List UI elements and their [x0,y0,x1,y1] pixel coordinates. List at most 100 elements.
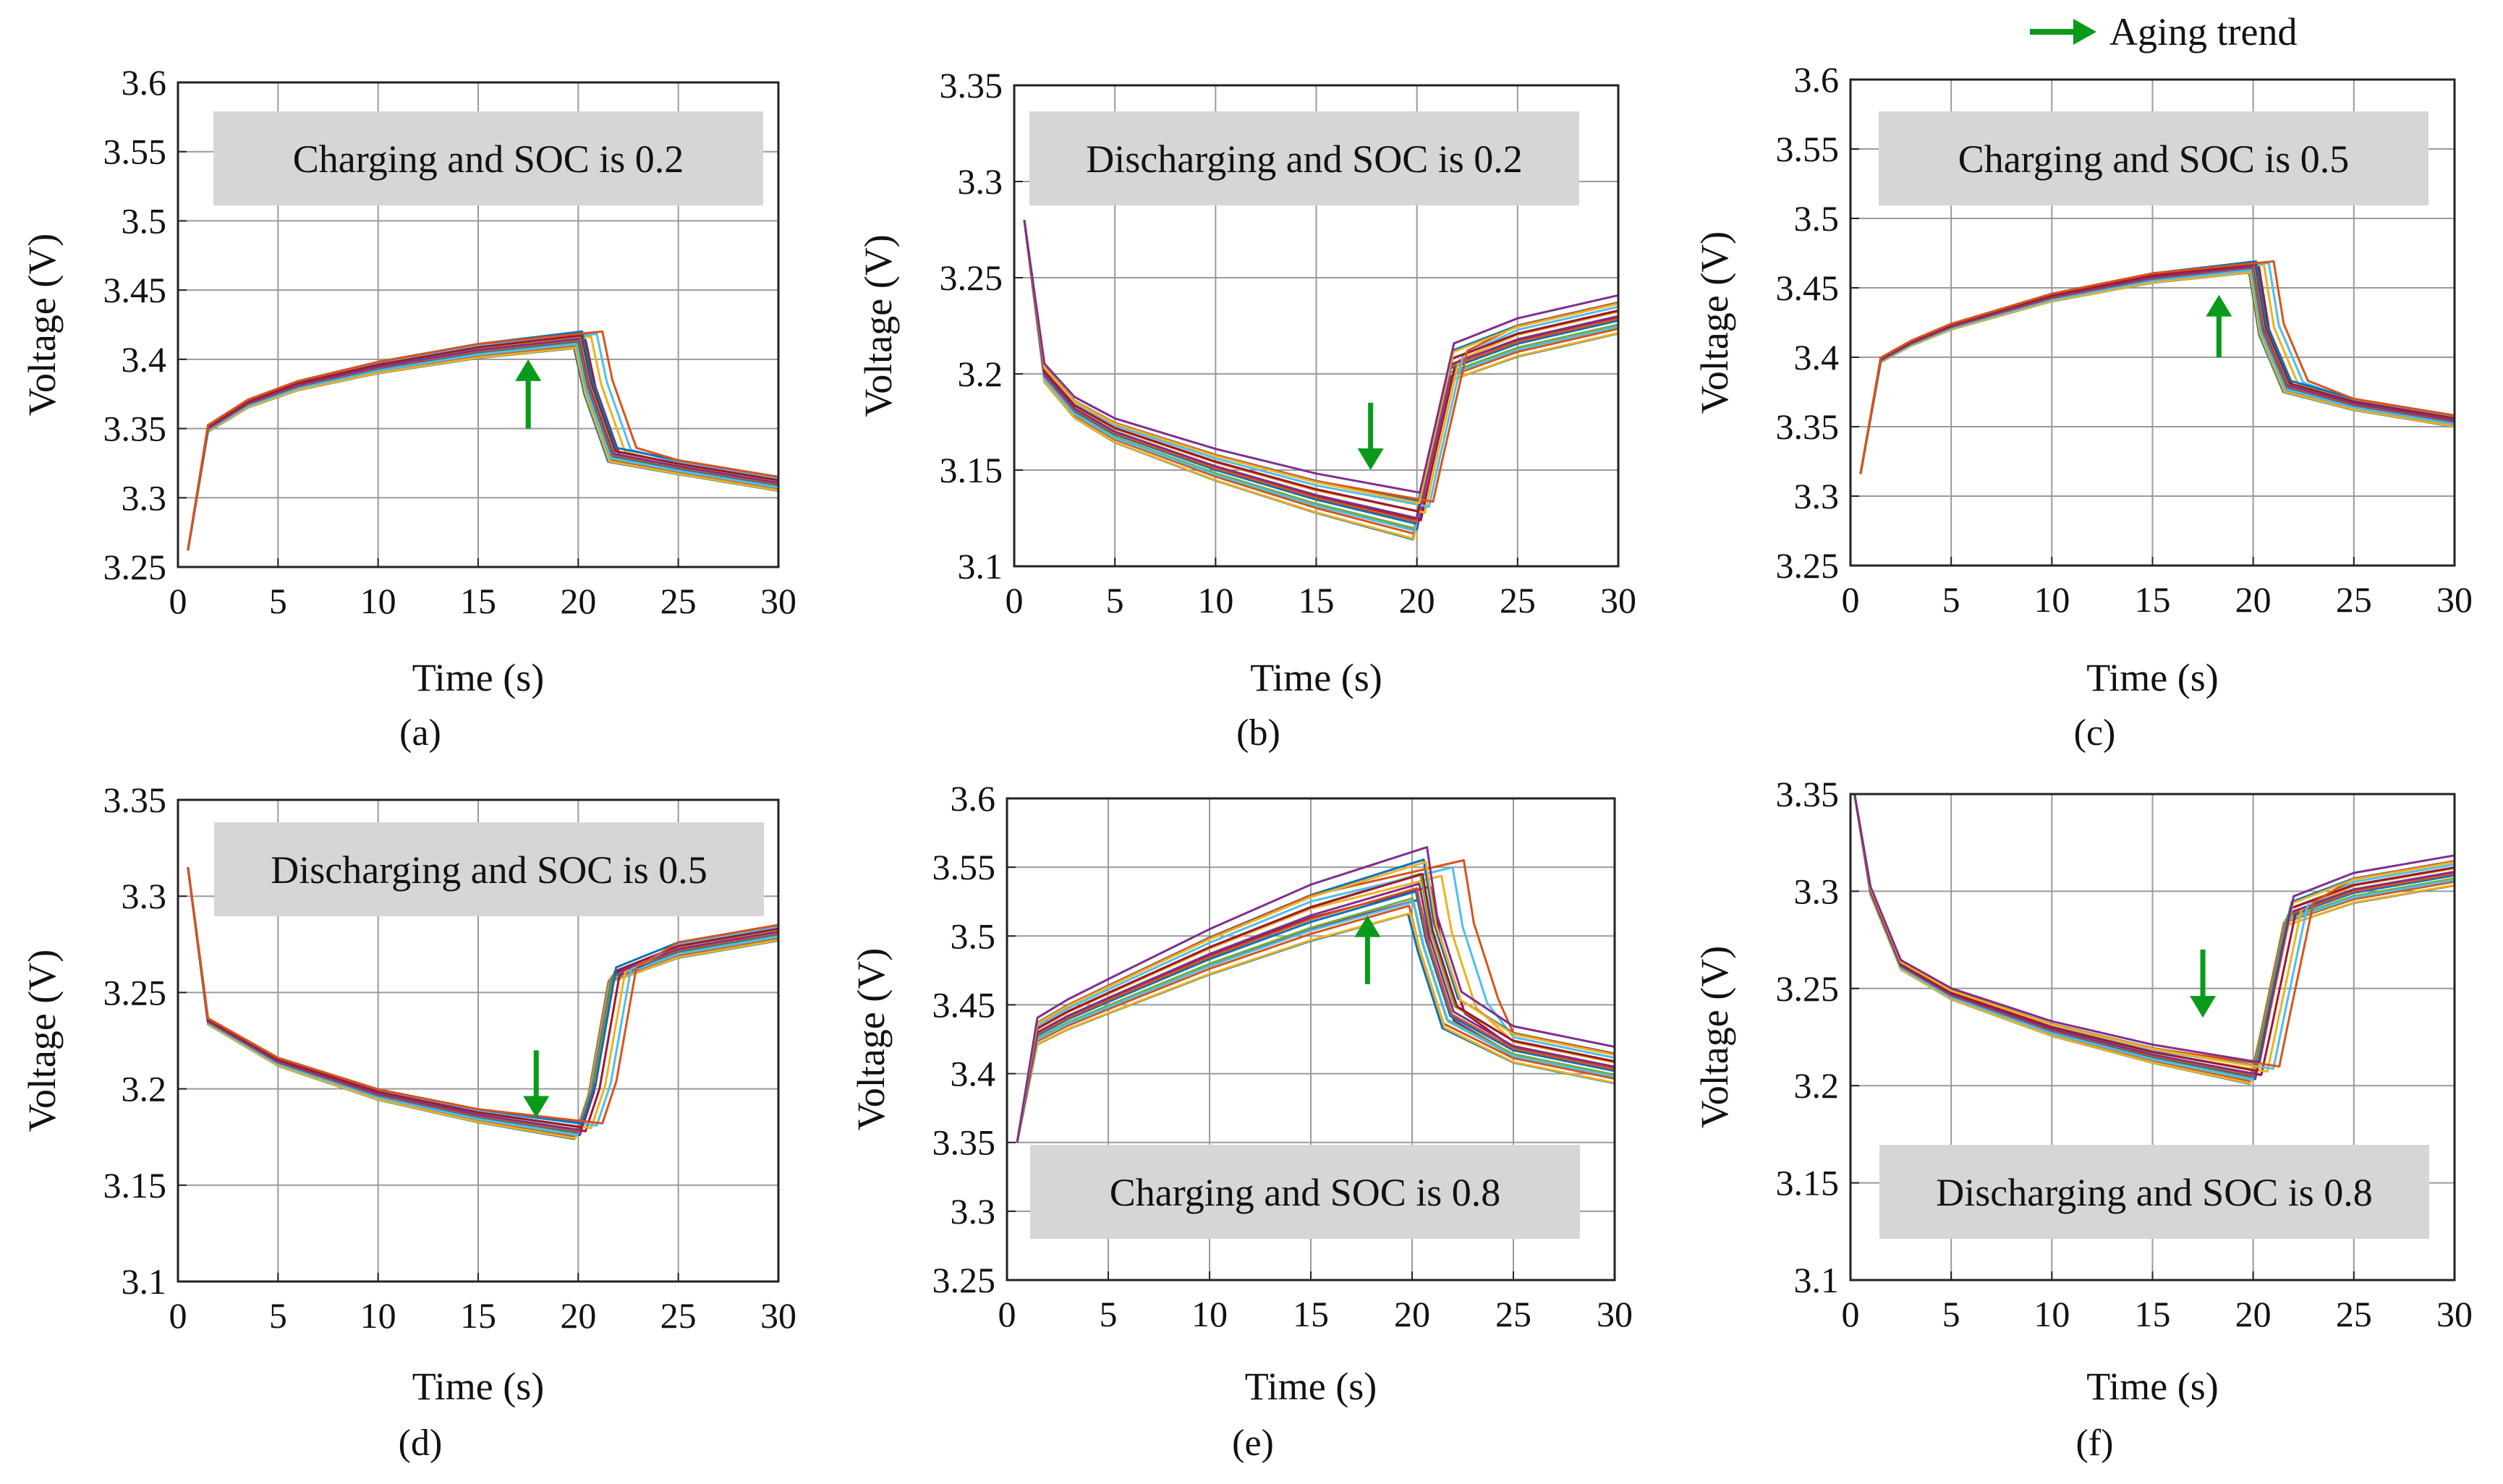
series-line-14 [1023,220,1619,513]
x-tick-label: 30 [760,581,796,621]
y-tick-label: 3.15 [940,450,1003,490]
y-tick-label: 3.35 [1776,406,1840,447]
y-tick-label: 3.45 [103,270,167,310]
annotation-box [1030,1145,1580,1239]
series-line-14 [1853,793,2455,1073]
y-tick-label: 3.3 [122,477,167,518]
y-tick-label: 3.25 [1776,545,1840,586]
annotation-box [1879,111,2428,205]
x-tick-label: 15 [1293,1294,1329,1334]
series-line-16 [1859,260,2455,474]
x-tick-label: 25 [660,581,697,621]
series-line-16 [187,867,779,1125]
y-tick-label: 3.35 [932,1122,996,1163]
series-line-16 [1853,793,2455,1068]
series-line-10 [187,335,779,551]
y-tick-label: 3.55 [1776,129,1840,169]
series-line-14 [187,334,779,551]
y-tick-label: 3.6 [122,62,167,103]
series-line-8 [187,340,779,551]
series-line-2 [1853,793,2455,1083]
x-tick-label: 20 [560,1295,596,1336]
y-tick-label: 3.35 [103,780,167,820]
aging-arrow-down-icon [2190,996,2217,1018]
series-line-6 [1853,793,2455,1081]
x-tick-label: 30 [1600,580,1636,621]
series-line-7 [1859,265,2455,474]
series-line-12 [187,334,779,551]
chart-panel-e: 0 5 10 15 20 25 30 3.25 3.3 3.35 3.4 3.45 3.5 3.55 3.6… [849,778,1633,1464]
x-tick-label: 5 [1942,579,1960,620]
x-tick-label: 15 [460,1295,496,1336]
y-tick-label: 3.35 [103,409,167,449]
x-tick-label: 20 [2235,579,2272,620]
x-tick-label: 10 [360,581,396,621]
aging-trend-legend-arrowhead [2073,19,2096,45]
x-tick-label: 25 [2336,579,2372,620]
series-line-15 [187,330,779,551]
y-tick-label: 3.55 [103,132,167,172]
y-axis-label: Voltage (V) [857,234,900,417]
series-line-11 [1023,220,1619,519]
y-tick-label: 3.25 [940,257,1003,298]
series-line-9 [1859,265,2455,474]
x-tick-label: 0 [1006,580,1024,621]
series-line-10 [1859,263,2455,474]
x-tick-label: 0 [169,1295,187,1336]
series-line-5 [1016,897,1615,1143]
panel-caption: (d) [399,1423,443,1464]
series-line-1 [187,347,779,551]
x-tick-label: 5 [1100,1294,1118,1334]
annotation-text: Discharging and SOC is 0.8 [1936,1171,2373,1214]
y-tick-label: 3.6 [1794,59,1840,100]
series-group [187,330,779,551]
y-tick-label: 3.4 [951,1054,996,1094]
aging-arrow-up-icon [1354,915,1381,937]
series-line-11 [1853,793,2455,1075]
series-line-16 [187,330,779,551]
x-tick-label: 25 [1495,1294,1531,1334]
y-tick-label: 3.35 [940,65,1003,106]
x-tick-label: 5 [1106,580,1124,621]
series-line-3 [187,346,779,551]
x-tick-label: 20 [1399,580,1435,621]
x-tick-label: 0 [998,1294,1016,1334]
x-tick-label: 15 [1299,580,1335,621]
annotation-box [1879,1145,2429,1239]
series-line-14 [1016,873,1615,1143]
aging-arrow-up-icon [2206,294,2232,317]
x-tick-label: 10 [1197,580,1233,621]
x-axis-label: Time (s) [412,1365,545,1408]
y-tick-label: 3.5 [951,916,996,956]
y-axis-label: Voltage (V) [849,948,893,1130]
x-tick-label: 20 [2235,1294,2272,1334]
x-tick-label: 10 [2034,1294,2070,1334]
series-group [187,867,779,1140]
aging-arrow-up-icon [515,359,542,381]
series-line-9 [1023,220,1619,523]
panel-caption: (f) [2076,1423,2114,1464]
x-tick-label: 15 [2135,579,2171,620]
series-line-14 [1859,263,2455,474]
x-axis-label: Time (s) [412,656,545,699]
x-tick-label: 25 [2336,1294,2372,1334]
series-line-2 [187,344,779,551]
panel-caption: (b) [1236,712,1280,754]
series-line-13 [1859,262,2455,474]
series-line-12 [1853,793,2455,1073]
x-tick-label: 10 [2034,579,2070,620]
x-tick-label: 5 [269,1295,287,1336]
series-line-12 [1859,263,2455,474]
x-tick-label: 25 [1500,580,1536,621]
x-tick-label: 5 [1942,1294,1960,1334]
annotation-text: Charging and SOC is 0.5 [1958,137,2350,181]
aging-trend-legend-label: Aging trend [2109,10,2297,54]
x-tick-label: 10 [360,1295,396,1336]
x-axis-label: Time (s) [1250,656,1382,699]
y-tick-label: 3.45 [1776,268,1840,308]
annotation-box [1029,111,1579,205]
series-line-13 [1853,793,2455,1070]
y-tick-label: 3.1 [1794,1260,1840,1300]
series-line-3 [1853,793,2455,1085]
